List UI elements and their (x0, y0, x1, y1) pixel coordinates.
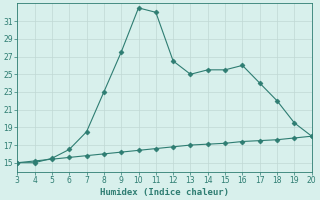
X-axis label: Humidex (Indice chaleur): Humidex (Indice chaleur) (100, 188, 229, 197)
